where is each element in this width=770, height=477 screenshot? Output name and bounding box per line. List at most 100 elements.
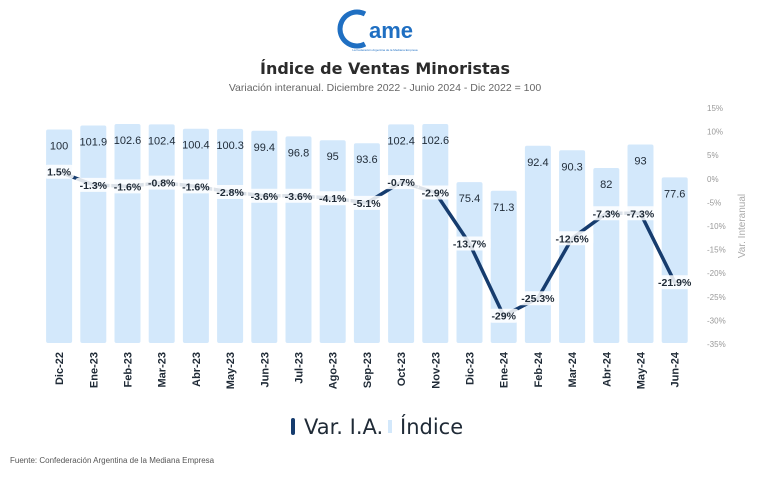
x-tick-May-24: May-24 xyxy=(636,351,648,389)
legend-entry-indice: Índice xyxy=(400,414,463,439)
bar-label-Oct-23: 102.4 xyxy=(387,135,415,147)
y2-tick--35: -35% xyxy=(707,340,726,349)
bar-Feb-24 xyxy=(524,145,551,343)
variation-label-Ene-23: -1.3% xyxy=(80,180,108,192)
variation-label-Jul-23: -3.6% xyxy=(285,191,313,203)
bar-label-Mar-23: 102.4 xyxy=(148,135,176,147)
variation-label-Dic-22: 1.5% xyxy=(47,167,72,179)
bar-Abr-23 xyxy=(182,128,209,343)
x-axis-ticks: Dic-22 Ene-23 Feb-23 Mar-23 Abr-23 May-23 Jun-… xyxy=(54,351,682,389)
variation-label-Sep-23: -5.1% xyxy=(353,198,381,210)
variation-label-Ago-23: -4.1% xyxy=(319,193,347,205)
variation-label-bg-Abr-24 xyxy=(588,206,625,221)
bar-Jun-24 xyxy=(661,177,688,343)
x-tick-Feb-24: Feb-24 xyxy=(533,351,545,387)
legend-entry-var-ia: Var. I.A. xyxy=(304,415,383,439)
bar-Ene-23 xyxy=(80,125,107,343)
bar-label-Dic-23: 75.4 xyxy=(459,193,480,205)
y2-tick-15: 15% xyxy=(707,104,723,113)
bar-label-Mar-24: 90.3 xyxy=(561,161,582,173)
variation-label-Mar-24: -12.6% xyxy=(555,233,589,245)
bar-label-Jun-23: 99.4 xyxy=(254,142,275,154)
bar-label-Abr-23: 100.4 xyxy=(182,140,210,152)
bar-Dic-22 xyxy=(46,129,73,343)
x-tick-Nov-23: Nov-23 xyxy=(430,352,442,389)
bar-Ago-23 xyxy=(319,140,346,343)
x-tick-Oct-23: Oct-23 xyxy=(396,352,408,386)
y2-tick--20: -20% xyxy=(707,269,726,278)
variation-label-Ene-24: -29% xyxy=(491,311,516,323)
variation-label-bg-Mar-24 xyxy=(550,231,594,246)
variation-label-Feb-24: -25.3% xyxy=(521,293,555,305)
y2-tick--30: -30% xyxy=(707,316,726,325)
variation-label-Jun-23: -3.6% xyxy=(251,191,279,203)
y2-tick--5: -5% xyxy=(707,198,721,207)
index-bar-labels: 100 101.9 102.6 102.4 100.4 100.3 99.4 96.8 95 93… xyxy=(50,135,685,214)
variation-label-bg-Oct-23 xyxy=(383,175,420,190)
y2-tick--10: -10% xyxy=(707,222,726,231)
y2-tick-10: 10% xyxy=(707,128,723,137)
right-axis-label: Var. Interanual xyxy=(737,194,748,258)
bar-label-May-24: 93 xyxy=(634,156,646,168)
logo-c-shape xyxy=(337,9,367,49)
bar-label-Ago-23: 95 xyxy=(327,151,339,163)
variation-label-Oct-23: -0.7% xyxy=(387,177,415,189)
came-logo: ame La Federación Argentina de la Median… xyxy=(337,9,418,52)
variation-label-bg-May-23 xyxy=(212,185,249,199)
bar-Mar-24 xyxy=(559,150,586,343)
logo-text: ame xyxy=(369,18,413,43)
bar-Mar-23 xyxy=(148,124,175,344)
bar-Jul-23 xyxy=(285,136,312,343)
variation-label-bg-Dic-22 xyxy=(44,164,74,179)
variation-label-bg-Jun-23 xyxy=(246,188,283,203)
bar-label-Nov-23: 102.6 xyxy=(422,135,450,147)
x-tick-Jun-24: Jun-24 xyxy=(670,351,682,387)
variation-labels: 1.5%-1.3% -1.6% -0.8% -1.6% -2.8% -3.6% -3.6% -… xyxy=(44,164,696,323)
variation-label-Abr-23: -1.6% xyxy=(182,181,210,193)
bar-label-Dic-22: 100 xyxy=(50,141,68,153)
variation-label-Abr-24: -7.3% xyxy=(593,208,621,220)
bar-label-May-23: 100.3 xyxy=(216,140,244,152)
bar-Abr-24 xyxy=(593,168,620,343)
x-tick-Jul-23: Jul-23 xyxy=(294,352,306,384)
variation-label-bg-Ago-23 xyxy=(314,191,351,206)
bar-label-Jul-23: 96.8 xyxy=(288,147,309,159)
bar-Dic-23 xyxy=(456,182,483,343)
bar-Sep-23 xyxy=(353,143,380,343)
x-tick-Dic-23: Dic-23 xyxy=(465,352,477,385)
variation-label-bg-Jun-24 xyxy=(653,275,696,290)
variation-label-Jun-24: -21.9% xyxy=(658,277,692,289)
x-tick-Sep-23: Sep-23 xyxy=(362,352,374,388)
x-tick-Abr-23: Abr-23 xyxy=(191,352,203,387)
variation-label-Mar-23: -0.8% xyxy=(148,178,176,190)
source-note: Fuente: Confederación Argentina de la Me… xyxy=(10,456,215,465)
y2-tick--25: -25% xyxy=(707,293,726,302)
bar-label-Ene-23: 101.9 xyxy=(80,137,108,149)
legend: Var. I.A. Índice xyxy=(291,414,463,439)
variation-label-bg-Abr-23 xyxy=(177,179,214,194)
x-tick-Ene-24: Ene-24 xyxy=(499,351,511,388)
variation-label-bg-Nov-23 xyxy=(417,185,454,200)
bar-label-Abr-24: 82 xyxy=(600,179,612,191)
bar-May-24 xyxy=(627,144,654,343)
y2-tick-5: 5% xyxy=(707,151,719,160)
variation-label-bg-Mar-23 xyxy=(143,175,180,190)
legend-bar-marker xyxy=(388,420,392,433)
chart-title: Índice de Ventas Minoristas xyxy=(259,59,510,78)
bar-label-Feb-24: 92.4 xyxy=(527,157,548,169)
variation-label-bg-May-24 xyxy=(622,206,659,221)
variation-label-Dic-23: -13.7% xyxy=(453,239,487,251)
variation-label-bg-Feb-24 xyxy=(516,291,560,306)
variation-label-bg-Sep-23 xyxy=(348,195,385,210)
bar-label-Sep-23: 93.6 xyxy=(356,154,377,166)
bar-label-Jun-24: 77.6 xyxy=(664,188,685,200)
variation-label-May-24: -7.3% xyxy=(627,208,655,220)
logo-tagline: La Federación Argentina de la Mediana Em… xyxy=(352,48,418,52)
variation-label-bg-Ene-24 xyxy=(488,308,519,323)
x-tick-Jun-23: Jun-23 xyxy=(259,352,271,387)
variation-label-May-23: -2.8% xyxy=(216,187,244,199)
variation-label-Feb-23: -1.6% xyxy=(114,181,142,193)
variation-label-bg-Jul-23 xyxy=(280,188,317,203)
bar-Feb-23 xyxy=(114,124,141,343)
